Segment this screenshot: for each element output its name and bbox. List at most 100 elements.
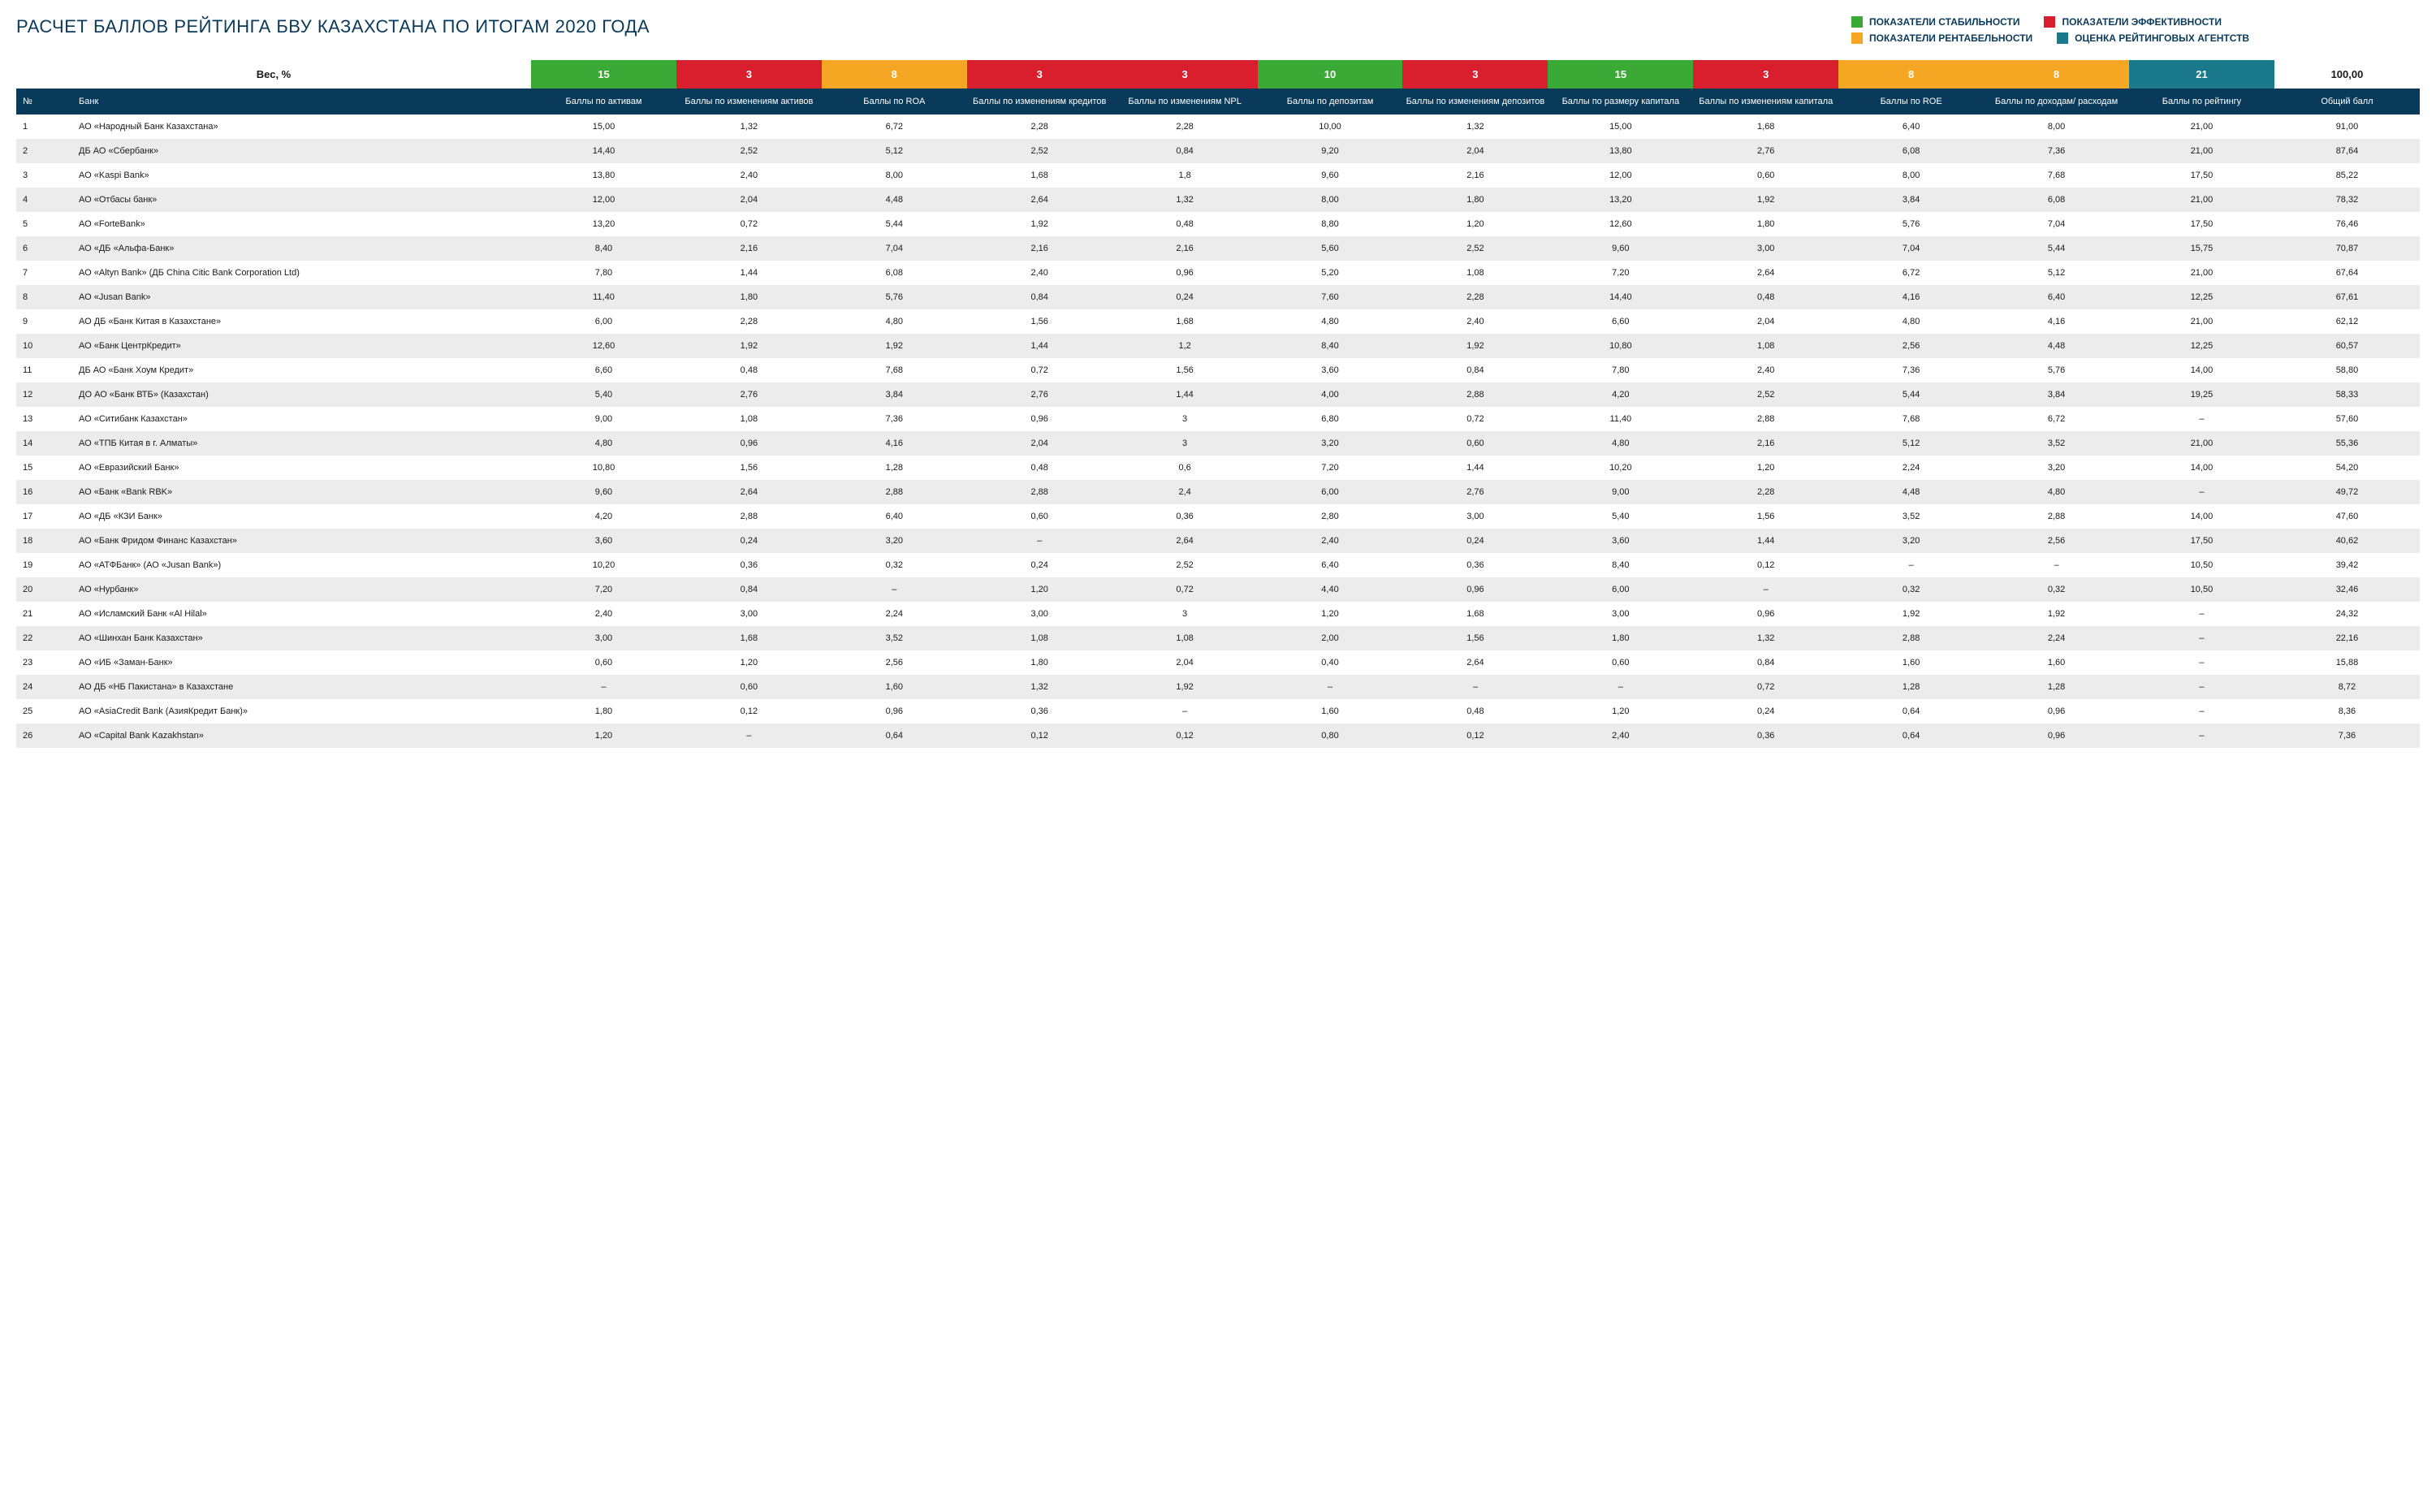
table-cell: 7,80 bbox=[531, 261, 676, 285]
table-cell: 76,46 bbox=[2274, 212, 2420, 236]
table-cell: 2,56 bbox=[1984, 529, 2129, 553]
table-cell: 49,72 bbox=[2274, 480, 2420, 504]
table-cell: 1,60 bbox=[1984, 650, 2129, 675]
table-cell: 17,50 bbox=[2129, 529, 2274, 553]
table-cell: 60,57 bbox=[2274, 334, 2420, 358]
weight-cell: 3 bbox=[1693, 60, 1838, 89]
table-cell: 3,84 bbox=[1984, 382, 2129, 407]
table-cell: 3,52 bbox=[822, 626, 967, 650]
table-cell: 2,40 bbox=[676, 163, 822, 188]
column-header: Баллы по изменениям NPL bbox=[1112, 89, 1258, 114]
column-header: Баллы по ROA bbox=[822, 89, 967, 114]
table-cell: 2,88 bbox=[967, 480, 1112, 504]
table-cell: 0,64 bbox=[1838, 699, 1984, 724]
table-cell: 4 bbox=[16, 188, 72, 212]
table-cell: 4,48 bbox=[1984, 334, 2129, 358]
table-cell: 2,40 bbox=[1548, 724, 1693, 748]
table-row: 22АО «Шинхан Банк Казахстан»3,001,683,52… bbox=[16, 626, 2420, 650]
table-cell: АО «Kaspi Bank» bbox=[72, 163, 531, 188]
table-cell: 2,04 bbox=[1402, 139, 1548, 163]
table-cell: 2,76 bbox=[967, 382, 1112, 407]
headers-row: №БанкБаллы по активамБаллы по изменениям… bbox=[16, 89, 2420, 114]
table-cell: 1,92 bbox=[1984, 602, 2129, 626]
table-cell: 0,60 bbox=[1402, 431, 1548, 456]
table-cell: – bbox=[2129, 675, 2274, 699]
table-cell: 2,64 bbox=[1693, 261, 1838, 285]
table-cell: 0,32 bbox=[822, 553, 967, 577]
table-cell: 0,48 bbox=[1112, 212, 1258, 236]
table-cell: 10,80 bbox=[531, 456, 676, 480]
table-cell: 2,40 bbox=[1402, 309, 1548, 334]
table-cell: 4,48 bbox=[1838, 480, 1984, 504]
table-cell: 2,52 bbox=[1402, 236, 1548, 261]
table-cell: 0,96 bbox=[1402, 577, 1548, 602]
table-cell: 70,87 bbox=[2274, 236, 2420, 261]
table-cell: 4,00 bbox=[1258, 382, 1403, 407]
table-cell: 9,00 bbox=[531, 407, 676, 431]
table-cell: 5,76 bbox=[1838, 212, 1984, 236]
table-cell: 0,72 bbox=[676, 212, 822, 236]
table-cell: – bbox=[2129, 626, 2274, 650]
table-cell: 8,00 bbox=[1838, 163, 1984, 188]
table-cell: 0,96 bbox=[676, 431, 822, 456]
table-cell: 7,20 bbox=[1258, 456, 1403, 480]
table-cell: 1,68 bbox=[676, 626, 822, 650]
weight-cell: 8 bbox=[822, 60, 967, 89]
table-cell: АО «Банк Фридом Финанс Казахстан» bbox=[72, 529, 531, 553]
table-cell: 16 bbox=[16, 480, 72, 504]
table-cell: – bbox=[2129, 650, 2274, 675]
table-cell: 85,22 bbox=[2274, 163, 2420, 188]
table-cell: 40,62 bbox=[2274, 529, 2420, 553]
table-cell: 0,84 bbox=[1693, 650, 1838, 675]
table-cell: 7,04 bbox=[1838, 236, 1984, 261]
table-cell: 21,00 bbox=[2129, 188, 2274, 212]
table-cell: 0,72 bbox=[1112, 577, 1258, 602]
table-row: 23АО «ИБ «Заман-Банк»0,601,202,561,802,0… bbox=[16, 650, 2420, 675]
table-cell: 1,68 bbox=[967, 163, 1112, 188]
table-cell: АО «ТПБ Китая в г. Алматы» bbox=[72, 431, 531, 456]
table-cell: 1,92 bbox=[1402, 334, 1548, 358]
legend-swatch bbox=[1851, 16, 1863, 28]
table-cell: 10,00 bbox=[1258, 114, 1403, 139]
table-cell: 87,64 bbox=[2274, 139, 2420, 163]
table-cell: 1,28 bbox=[1838, 675, 1984, 699]
table-cell: 1,28 bbox=[822, 456, 967, 480]
column-header: Баллы по доходам/ расходам bbox=[1984, 89, 2129, 114]
table-cell: 1,56 bbox=[1112, 358, 1258, 382]
table-row: 15АО «Евразийский Банк»10,801,561,280,48… bbox=[16, 456, 2420, 480]
table-cell: 0,60 bbox=[1548, 650, 1693, 675]
column-header: Общий балл bbox=[2274, 89, 2420, 114]
table-cell: 1,08 bbox=[967, 626, 1112, 650]
weight-cell: 3 bbox=[676, 60, 822, 89]
table-cell: 32,46 bbox=[2274, 577, 2420, 602]
table-cell: 21,00 bbox=[2129, 139, 2274, 163]
legend-swatch bbox=[2044, 16, 2055, 28]
table-cell: АО «ДБ «КЗИ Банк» bbox=[72, 504, 531, 529]
table-cell: 8,80 bbox=[1258, 212, 1403, 236]
table-cell: 5,60 bbox=[1258, 236, 1403, 261]
table-cell: 7 bbox=[16, 261, 72, 285]
table-row: 4АО «Отбасы банк»12,002,044,482,641,328,… bbox=[16, 188, 2420, 212]
table-cell: 26 bbox=[16, 724, 72, 748]
legend-label: ПОКАЗАТЕЛИ РЕНТАБЕЛЬНОСТИ bbox=[1869, 32, 2032, 44]
table-cell: 3,20 bbox=[1984, 456, 2129, 480]
table-row: 5АО «ForteBank»13,200,725,441,920,488,80… bbox=[16, 212, 2420, 236]
table-cell: 21 bbox=[16, 602, 72, 626]
table-row: 19АО «АТФБанк» (АО «Jusan Bank»)10,200,3… bbox=[16, 553, 2420, 577]
table-cell: 3,00 bbox=[1402, 504, 1548, 529]
table-row: 25АО «AsiaCredit Bank (АзияКредит Банк)»… bbox=[16, 699, 2420, 724]
table-cell: – bbox=[676, 724, 822, 748]
table-cell: 1,80 bbox=[1548, 626, 1693, 650]
table-cell: АО «ИБ «Заман-Банк» bbox=[72, 650, 531, 675]
table-cell: 39,42 bbox=[2274, 553, 2420, 577]
table-cell: 1,08 bbox=[1112, 626, 1258, 650]
table-cell: 54,20 bbox=[2274, 456, 2420, 480]
table-cell: – bbox=[2129, 699, 2274, 724]
table-cell: 22,16 bbox=[2274, 626, 2420, 650]
legend-swatch bbox=[2057, 32, 2068, 44]
table-row: 3АО «Kaspi Bank»13,802,408,001,681,89,60… bbox=[16, 163, 2420, 188]
table-cell: 0,96 bbox=[1693, 602, 1838, 626]
table-cell: 3,60 bbox=[531, 529, 676, 553]
table-cell: 2,28 bbox=[676, 309, 822, 334]
table-cell: 47,60 bbox=[2274, 504, 2420, 529]
